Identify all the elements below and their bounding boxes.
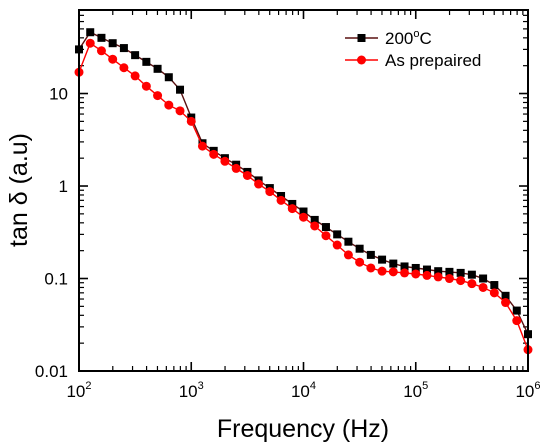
- data-point: [164, 73, 173, 82]
- data-point: [422, 265, 431, 274]
- series-layer: [74, 28, 533, 355]
- x-tick-label: 104: [291, 380, 316, 401]
- data-point: [288, 199, 297, 208]
- series-1: [74, 38, 533, 355]
- data-point: [411, 263, 420, 272]
- data-point: [411, 269, 421, 279]
- series-line: [78, 31, 529, 335]
- data-point: [478, 282, 488, 292]
- data-point: [141, 81, 151, 91]
- legend-entry: 200oC: [345, 28, 432, 48]
- data-point: [220, 156, 230, 166]
- data-point: [231, 163, 241, 173]
- data-point: [366, 250, 375, 259]
- data-point: [377, 266, 387, 276]
- data-point: [97, 33, 106, 42]
- data-point: [388, 267, 398, 277]
- data-point: [119, 44, 128, 53]
- data-point: [153, 64, 162, 73]
- data-point: [209, 149, 219, 159]
- data-point: [512, 316, 522, 326]
- data-point: [310, 215, 319, 224]
- legend-entry: As prepaired: [345, 51, 481, 70]
- data-point: [197, 141, 207, 151]
- data-point: [501, 298, 511, 308]
- data-point: [299, 212, 308, 222]
- data-point: [108, 54, 118, 64]
- data-point: [85, 38, 95, 48]
- data-point: [434, 267, 443, 276]
- x-tick-label: 106: [515, 380, 540, 401]
- data-point: [389, 259, 398, 268]
- y-tick-label: 0.1: [44, 270, 68, 289]
- data-point: [164, 100, 174, 110]
- data-point: [153, 91, 163, 101]
- legend-label: 200oC: [385, 28, 432, 48]
- data-point: [333, 230, 342, 239]
- x-axis-title: Frequency (Hz): [217, 415, 389, 443]
- data-point: [119, 63, 129, 73]
- data-point: [467, 279, 477, 289]
- data-point: [422, 270, 432, 280]
- data-point: [142, 57, 151, 66]
- x-tick-label: 105: [403, 380, 428, 401]
- data-point: [489, 288, 499, 298]
- data-point: [254, 179, 264, 189]
- data-point: [186, 116, 196, 126]
- legend: 200oC As prepaired: [345, 28, 481, 70]
- y-tick-label: 0.01: [35, 362, 68, 381]
- data-point: [456, 276, 466, 286]
- y-tick-label: 1: [59, 177, 68, 196]
- data-point: [86, 28, 95, 37]
- data-point: [130, 71, 140, 81]
- data-point: [108, 39, 117, 48]
- data-point: [96, 46, 106, 56]
- plot-frame: [78, 9, 529, 372]
- data-point: [456, 268, 465, 277]
- data-point: [400, 268, 410, 278]
- legend-marker: [357, 34, 366, 42]
- data-point: [299, 207, 308, 216]
- data-point: [287, 204, 297, 214]
- series-0: [75, 28, 532, 339]
- data-point: [512, 306, 521, 315]
- data-point: [265, 187, 275, 197]
- x-tick-label: 102: [66, 380, 91, 401]
- data-point: [343, 250, 353, 260]
- legend-label: As prepaired: [385, 51, 481, 70]
- data-point: [242, 170, 252, 180]
- data-point: [501, 291, 510, 300]
- data-point: [321, 231, 331, 241]
- data-point: [355, 257, 365, 267]
- data-point: [479, 274, 488, 283]
- y-tick-label: 10: [49, 85, 68, 104]
- data-point: [490, 281, 499, 290]
- data-point: [400, 262, 409, 271]
- data-point: [445, 267, 454, 276]
- data-point: [433, 272, 443, 282]
- data-point: [175, 106, 185, 116]
- data-point: [378, 255, 387, 264]
- data-point: [276, 195, 286, 205]
- data-point: [176, 85, 185, 94]
- data-point: [131, 51, 140, 60]
- data-point: [321, 223, 330, 232]
- data-point: [355, 244, 364, 253]
- y-axis-title: tan δ (a.u): [5, 133, 33, 247]
- x-tick-label: 103: [179, 380, 204, 401]
- legend-marker: [357, 55, 366, 65]
- data-point: [444, 274, 454, 284]
- data-point: [332, 240, 342, 250]
- data-point: [467, 270, 476, 279]
- data-point: [344, 237, 353, 246]
- data-point: [366, 263, 376, 273]
- data-point: [310, 221, 320, 231]
